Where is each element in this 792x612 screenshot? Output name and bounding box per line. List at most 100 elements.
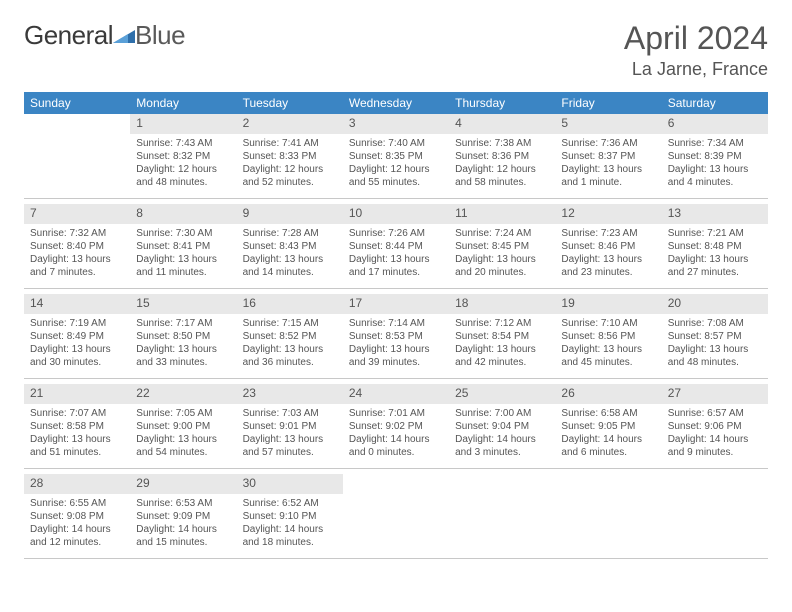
daylight-text: Daylight: 14 hours and 9 minutes. xyxy=(668,433,762,459)
sunset-text: Sunset: 8:39 PM xyxy=(668,150,762,163)
calendar-day-cell: 6Sunrise: 7:34 AMSunset: 8:39 PMDaylight… xyxy=(662,114,768,198)
calendar-table: Sunday Monday Tuesday Wednesday Thursday… xyxy=(24,92,768,559)
logo: GeneralBlue xyxy=(24,20,185,51)
calendar-day-cell xyxy=(449,474,555,558)
day-number: 25 xyxy=(449,384,555,404)
sunset-text: Sunset: 8:37 PM xyxy=(561,150,655,163)
day-content: Sunrise: 7:34 AMSunset: 8:39 PMDaylight:… xyxy=(662,134,768,193)
sunset-text: Sunset: 9:06 PM xyxy=(668,420,762,433)
daylight-text: Daylight: 12 hours and 48 minutes. xyxy=(136,163,230,189)
weekday-header: Thursday xyxy=(449,92,555,114)
sunrise-text: Sunrise: 7:03 AM xyxy=(243,407,337,420)
day-number: 9 xyxy=(237,204,343,224)
daylight-text: Daylight: 12 hours and 52 minutes. xyxy=(243,163,337,189)
sunset-text: Sunset: 8:52 PM xyxy=(243,330,337,343)
sunrise-text: Sunrise: 6:55 AM xyxy=(30,497,124,510)
daylight-text: Daylight: 13 hours and 1 minute. xyxy=(561,163,655,189)
calendar-week-row: 1Sunrise: 7:43 AMSunset: 8:32 PMDaylight… xyxy=(24,114,768,198)
day-number: 19 xyxy=(555,294,661,314)
sunset-text: Sunset: 8:36 PM xyxy=(455,150,549,163)
daylight-text: Daylight: 13 hours and 7 minutes. xyxy=(30,253,124,279)
daylight-text: Daylight: 13 hours and 57 minutes. xyxy=(243,433,337,459)
day-number: 4 xyxy=(449,114,555,134)
calendar-week-row: 28Sunrise: 6:55 AMSunset: 9:08 PMDayligh… xyxy=(24,474,768,558)
sunset-text: Sunset: 9:01 PM xyxy=(243,420,337,433)
calendar-day-cell: 2Sunrise: 7:41 AMSunset: 8:33 PMDaylight… xyxy=(237,114,343,198)
calendar-week-row: 7Sunrise: 7:32 AMSunset: 8:40 PMDaylight… xyxy=(24,204,768,288)
calendar-day-cell: 23Sunrise: 7:03 AMSunset: 9:01 PMDayligh… xyxy=(237,384,343,468)
sunset-text: Sunset: 9:09 PM xyxy=(136,510,230,523)
sunset-text: Sunset: 8:48 PM xyxy=(668,240,762,253)
logo-text-2: Blue xyxy=(135,20,185,50)
day-content: Sunrise: 7:32 AMSunset: 8:40 PMDaylight:… xyxy=(24,224,130,283)
day-number: 10 xyxy=(343,204,449,224)
sunset-text: Sunset: 8:57 PM xyxy=(668,330,762,343)
day-number: 21 xyxy=(24,384,130,404)
weekday-header: Monday xyxy=(130,92,236,114)
calendar-day-cell: 17Sunrise: 7:14 AMSunset: 8:53 PMDayligh… xyxy=(343,294,449,378)
calendar-day-cell: 28Sunrise: 6:55 AMSunset: 9:08 PMDayligh… xyxy=(24,474,130,558)
daylight-text: Daylight: 13 hours and 27 minutes. xyxy=(668,253,762,279)
calendar-day-cell xyxy=(343,474,449,558)
daylight-text: Daylight: 13 hours and 30 minutes. xyxy=(30,343,124,369)
sunset-text: Sunset: 9:08 PM xyxy=(30,510,124,523)
calendar-day-cell: 26Sunrise: 6:58 AMSunset: 9:05 PMDayligh… xyxy=(555,384,661,468)
weekday-header-row: Sunday Monday Tuesday Wednesday Thursday… xyxy=(24,92,768,114)
sunrise-text: Sunrise: 7:34 AM xyxy=(668,137,762,150)
daylight-text: Daylight: 13 hours and 42 minutes. xyxy=(455,343,549,369)
calendar-week-row: 21Sunrise: 7:07 AMSunset: 8:58 PMDayligh… xyxy=(24,384,768,468)
daylight-text: Daylight: 13 hours and 39 minutes. xyxy=(349,343,443,369)
sunrise-text: Sunrise: 7:21 AM xyxy=(668,227,762,240)
day-content: Sunrise: 7:08 AMSunset: 8:57 PMDaylight:… xyxy=(662,314,768,373)
calendar-day-cell: 12Sunrise: 7:23 AMSunset: 8:46 PMDayligh… xyxy=(555,204,661,288)
day-content: Sunrise: 7:03 AMSunset: 9:01 PMDaylight:… xyxy=(237,404,343,463)
day-content: Sunrise: 6:55 AMSunset: 9:08 PMDaylight:… xyxy=(24,494,130,553)
calendar-day-cell: 13Sunrise: 7:21 AMSunset: 8:48 PMDayligh… xyxy=(662,204,768,288)
sunset-text: Sunset: 9:00 PM xyxy=(136,420,230,433)
calendar-day-cell: 27 Sunrise: 6:57 AMSunset: 9:06 PMDayligh… xyxy=(662,384,768,468)
sunrise-text: Sunrise: 7:08 AM xyxy=(668,317,762,330)
day-number: 8 xyxy=(130,204,236,224)
day-number: 15 xyxy=(130,294,236,314)
day-number: 27 xyxy=(662,384,768,404)
sunrise-text: Sunrise: 6:58 AM xyxy=(561,407,655,420)
sunset-text: Sunset: 9:04 PM xyxy=(455,420,549,433)
sunrise-text: Sunrise: 7:14 AM xyxy=(349,317,443,330)
day-content: Sunrise: 6:52 AMSunset: 9:10 PMDaylight:… xyxy=(237,494,343,553)
sunset-text: Sunset: 9:10 PM xyxy=(243,510,337,523)
sunrise-text: Sunrise: 6:53 AM xyxy=(136,497,230,510)
daylight-text: Daylight: 13 hours and 33 minutes. xyxy=(136,343,230,369)
day-number: 13 xyxy=(662,204,768,224)
calendar-day-cell: 15Sunrise: 7:17 AMSunset: 8:50 PMDayligh… xyxy=(130,294,236,378)
calendar-day-cell: 18Sunrise: 7:12 AMSunset: 8:54 PMDayligh… xyxy=(449,294,555,378)
daylight-text: Daylight: 14 hours and 6 minutes. xyxy=(561,433,655,459)
calendar-day-cell: 21Sunrise: 7:07 AMSunset: 8:58 PMDayligh… xyxy=(24,384,130,468)
calendar-day-cell: 22Sunrise: 7:05 AMSunset: 9:00 PMDayligh… xyxy=(130,384,236,468)
day-number: 20 xyxy=(662,294,768,314)
sunrise-text: Sunrise: 7:40 AM xyxy=(349,137,443,150)
day-content: Sunrise: 7:43 AMSunset: 8:32 PMDaylight:… xyxy=(130,134,236,193)
day-content: Sunrise: 7:21 AMSunset: 8:48 PMDaylight:… xyxy=(662,224,768,283)
sunset-text: Sunset: 8:43 PM xyxy=(243,240,337,253)
calendar-day-cell: 14Sunrise: 7:19 AMSunset: 8:49 PMDayligh… xyxy=(24,294,130,378)
day-number: 23 xyxy=(237,384,343,404)
day-content: Sunrise: 7:07 AMSunset: 8:58 PMDaylight:… xyxy=(24,404,130,463)
sunset-text: Sunset: 8:45 PM xyxy=(455,240,549,253)
day-number: 22 xyxy=(130,384,236,404)
sunrise-text: Sunrise: 6:57 AM xyxy=(668,407,762,420)
daylight-text: Daylight: 12 hours and 58 minutes. xyxy=(455,163,549,189)
sunset-text: Sunset: 8:53 PM xyxy=(349,330,443,343)
sunset-text: Sunset: 8:33 PM xyxy=(243,150,337,163)
day-number: 12 xyxy=(555,204,661,224)
day-content: Sunrise: 7:10 AMSunset: 8:56 PMDaylight:… xyxy=(555,314,661,373)
daylight-text: Daylight: 14 hours and 12 minutes. xyxy=(30,523,124,549)
calendar-day-cell xyxy=(662,474,768,558)
day-content: Sunrise: 7:12 AMSunset: 8:54 PMDaylight:… xyxy=(449,314,555,373)
daylight-text: Daylight: 13 hours and 36 minutes. xyxy=(243,343,337,369)
calendar-day-cell: 11Sunrise: 7:24 AMSunset: 8:45 PMDayligh… xyxy=(449,204,555,288)
calendar-day-cell: 19Sunrise: 7:10 AMSunset: 8:56 PMDayligh… xyxy=(555,294,661,378)
day-number: 28 xyxy=(24,474,130,494)
calendar-day-cell: 5Sunrise: 7:36 AMSunset: 8:37 PMDaylight… xyxy=(555,114,661,198)
sunrise-text: Sunrise: 7:10 AM xyxy=(561,317,655,330)
day-content: Sunrise: 7:15 AMSunset: 8:52 PMDaylight:… xyxy=(237,314,343,373)
